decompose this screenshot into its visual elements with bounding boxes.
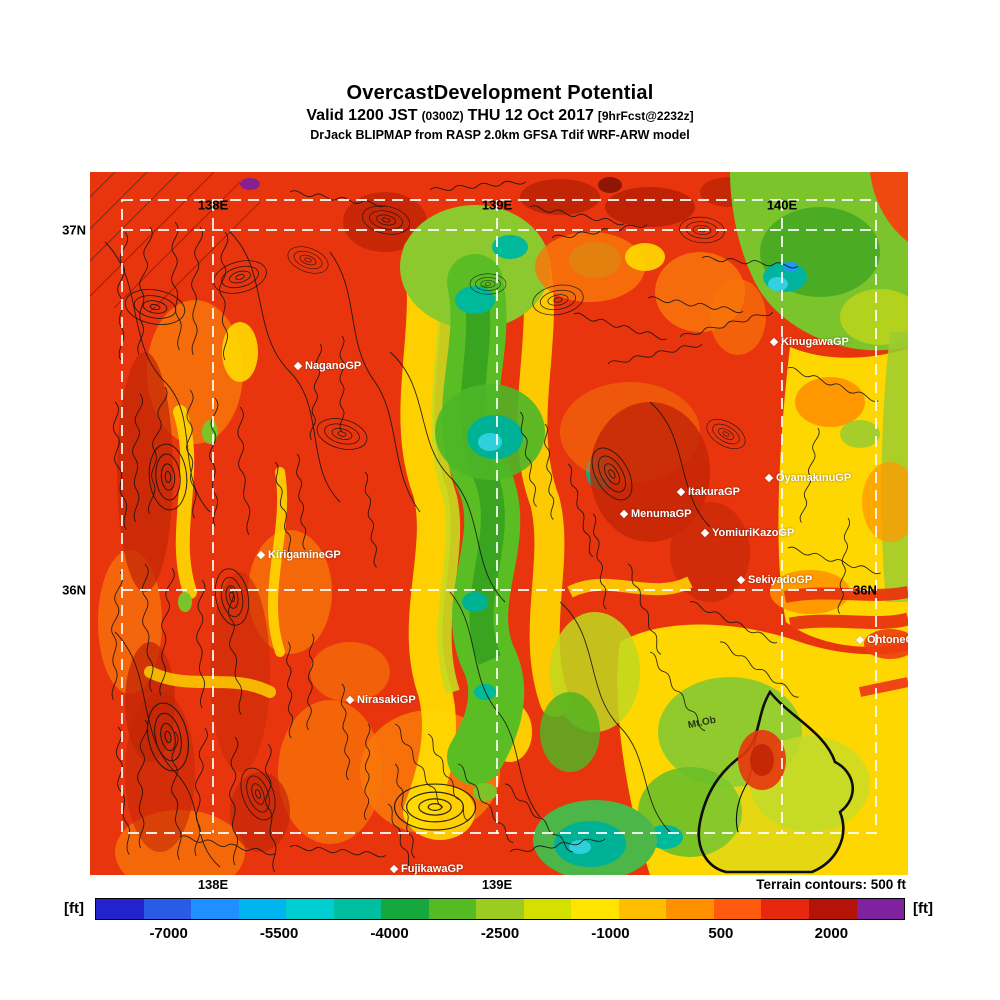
colorbar-segment xyxy=(238,899,287,919)
valid-utc: (0300Z) xyxy=(421,109,464,123)
colorbar-segment xyxy=(523,899,572,919)
colorbar xyxy=(95,898,905,920)
colorbar-segment xyxy=(476,899,524,919)
valid-time-line: Valid 1200 JST (0300Z) THU 12 Oct 2017 [9hr… xyxy=(0,107,1000,125)
colorbar-segment xyxy=(381,899,429,919)
colorbar-ticks: -7000 -5500 -4000 -2500 -1000 500 2000 xyxy=(95,925,905,943)
model-line: DrJack BLIPMAP from RASP 2.0km GFSA Tdif… xyxy=(310,128,690,142)
lon-label: 138E xyxy=(197,877,229,892)
colorbar-segment xyxy=(571,899,619,919)
colorbar-segment xyxy=(96,899,144,919)
hatch-pattern xyxy=(90,172,261,313)
colorbar-segment xyxy=(761,899,809,919)
colorbar-segment xyxy=(808,899,857,919)
colorbar-segment xyxy=(618,899,667,919)
map-region: 138E 139E 140E 36N NaganoGP KinugawaGP Oyamak… xyxy=(90,172,908,875)
lon-label: 139E xyxy=(481,877,513,892)
colorbar-segment xyxy=(333,899,382,919)
colorbar-tick-label: -7000 xyxy=(149,925,188,942)
valid-date: THU 12 Oct 2017 xyxy=(467,107,594,124)
lat-label: 36N xyxy=(62,582,86,598)
colorbar-segment xyxy=(713,899,762,919)
colorbar-segment xyxy=(143,899,192,919)
colorbar-segment xyxy=(428,899,477,919)
colorbar-unit-right: [ft] xyxy=(913,900,933,917)
colorbar-segment xyxy=(286,899,334,919)
colorbar-segment xyxy=(191,899,239,919)
dashed-grid xyxy=(121,199,877,834)
page-title: OvercastDevelopment Potential xyxy=(346,82,654,104)
forecast-offset: [9hrFcst@2232z] xyxy=(597,109,694,123)
colorbar-tick-label: -4000 xyxy=(370,925,409,942)
valid-prefix: Valid 1200 JST xyxy=(306,107,418,124)
contour-lines-layer xyxy=(104,179,882,875)
colorbar-tick-label: 500 xyxy=(708,925,734,942)
terrain-contours-note: Terrain contours: 500 ft xyxy=(756,877,906,892)
lat-label: 37N xyxy=(62,222,86,238)
colorbar-tick-label: -2500 xyxy=(480,925,520,942)
colorbar-unit-left: [ft] xyxy=(64,900,84,917)
colorbar-tick-label: -1000 xyxy=(591,925,630,942)
colorbar-segment xyxy=(666,899,714,919)
colorbar-tick-label: -5500 xyxy=(259,925,299,942)
colorbar-tick-label: 2000 xyxy=(814,925,849,942)
colorbar-segment xyxy=(856,899,905,919)
map-art-svg xyxy=(90,172,908,875)
